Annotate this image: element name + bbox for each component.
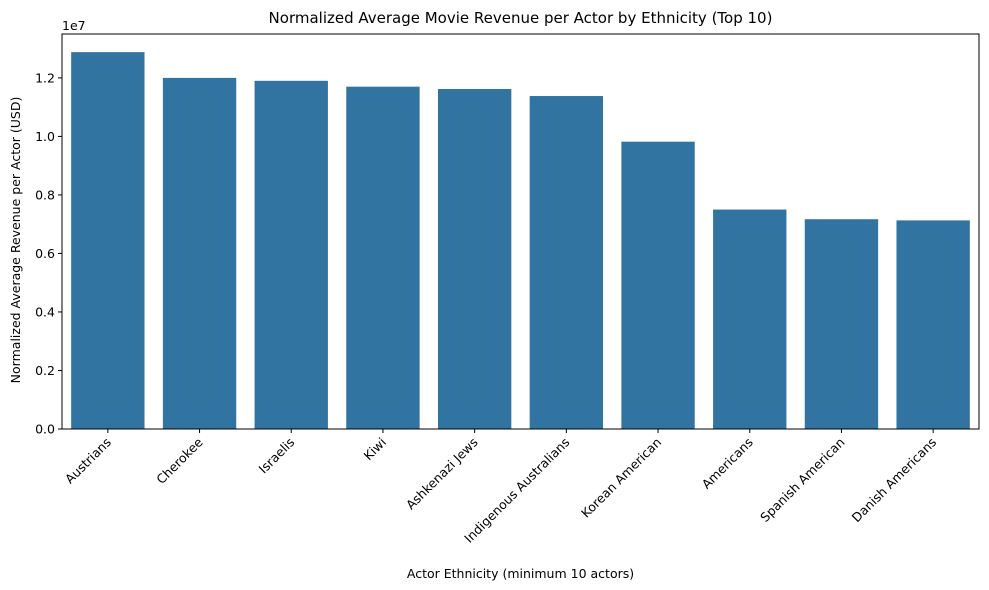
- x-axis: Austrians Cherokee Israelis Kiwi Ashkenazi J…: [62, 429, 939, 546]
- x-tick-label: Cherokee: [153, 434, 206, 487]
- bar-cherokee: [162, 77, 237, 429]
- bar-spanish-american: [804, 219, 879, 429]
- bar-kiwi: [346, 86, 420, 430]
- x-tick-label: Americans: [699, 435, 756, 492]
- y-tick-label: 0.6: [35, 246, 55, 261]
- bar-americans: [713, 209, 787, 429]
- y-axis-scale-label: 1e7: [62, 18, 86, 33]
- x-tick-label: Spanish American: [757, 435, 847, 525]
- y-tick-label: 1.0: [35, 129, 55, 144]
- y-tick-label: 0.8: [35, 187, 55, 202]
- x-axis-label: Actor Ethnicity (minimum 10 actors): [407, 566, 634, 581]
- x-tick-label: Kiwi: [361, 435, 390, 464]
- x-tick-label: Korean American: [578, 435, 664, 521]
- chart-title: Normalized Average Movie Revenue per Act…: [269, 9, 773, 27]
- bar-ashkenazi-jews: [437, 89, 512, 429]
- x-tick-label: Danish Americans: [849, 435, 940, 526]
- y-tick-label: 0.4: [35, 304, 55, 319]
- bar-korean-american: [621, 141, 695, 429]
- bar-austrians: [71, 52, 145, 429]
- x-tick-label: Ashkenazi Jews: [403, 435, 481, 513]
- bars-group: [71, 52, 970, 430]
- bar-israelis: [254, 80, 328, 429]
- x-tick-label: Austrians: [62, 435, 114, 487]
- x-tick-label: Israelis: [256, 435, 298, 477]
- bar-danish-americans: [896, 220, 970, 429]
- y-axis: 0.0 0.2 0.4 0.6 0.8 1.0 1.2: [35, 70, 62, 437]
- y-tick-label: 1.2: [35, 70, 55, 85]
- x-tick-label: Indigenous Australians: [461, 435, 572, 546]
- y-tick-label: 0.2: [35, 363, 55, 378]
- y-axis-label: Normalized Average Revenue per Actor (US…: [8, 97, 23, 384]
- y-tick-label: 0.0: [35, 422, 55, 437]
- plot-frame: [61, 33, 980, 430]
- bar-indigenous-australians: [529, 96, 604, 429]
